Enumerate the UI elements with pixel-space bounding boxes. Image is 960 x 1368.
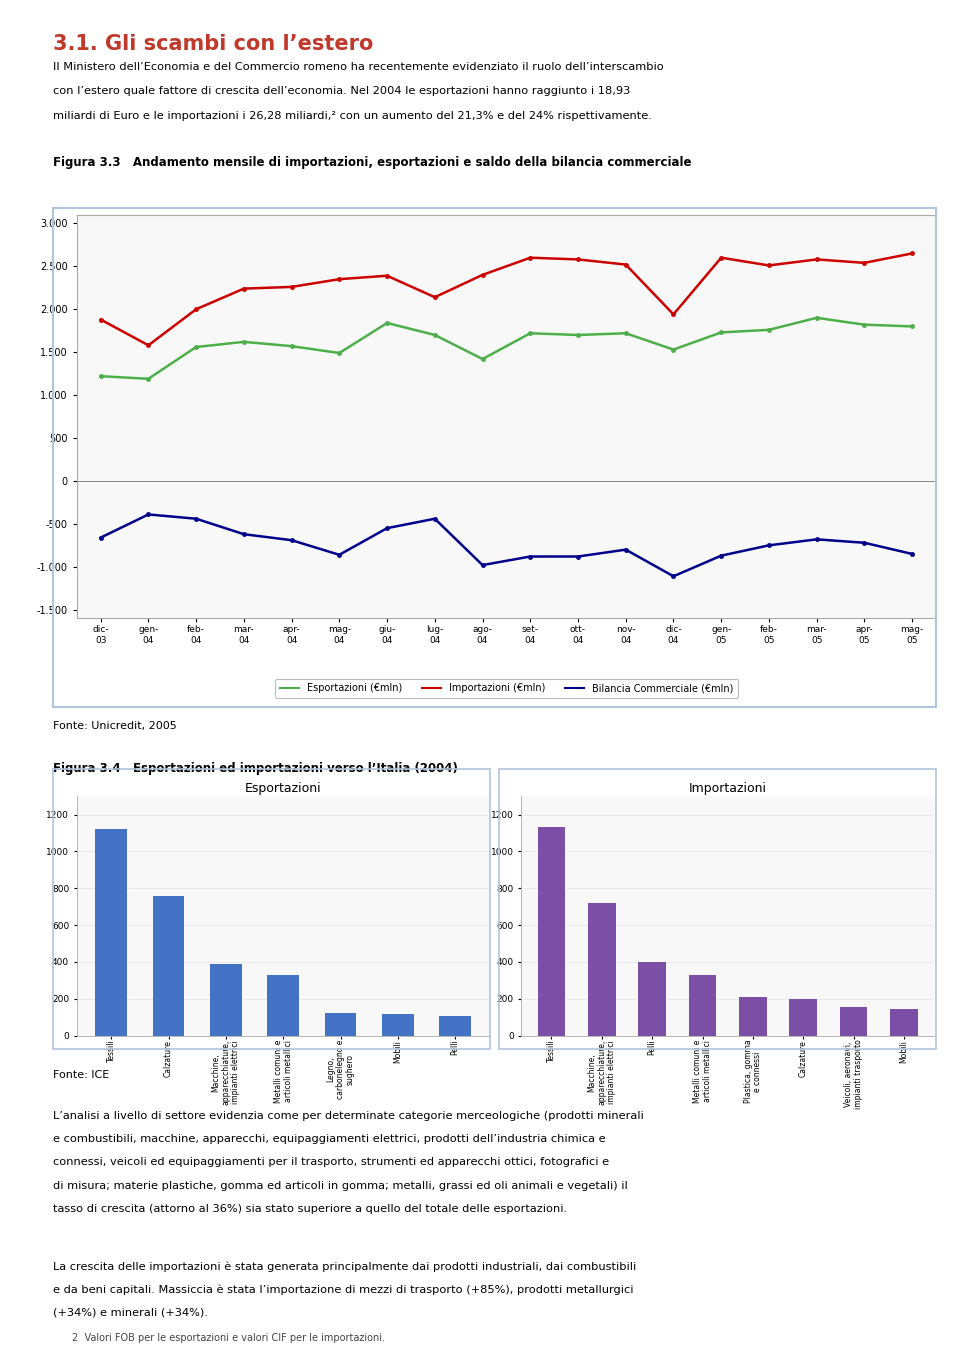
Text: Il Ministero dell’Economia e del Commercio romeno ha recentemente evidenziato il: Il Ministero dell’Economia e del Commerc… <box>53 62 663 71</box>
Bar <box>324 1014 356 1036</box>
Text: e combustibili, macchine, apparecchi, equipaggiamenti elettrici, prodotti dell’i: e combustibili, macchine, apparecchi, eq… <box>53 1134 606 1144</box>
Text: e da beni capitali. Massiccia è stata l’importazione di mezzi di trasporto (+85%: e da beni capitali. Massiccia è stata l’… <box>53 1285 634 1295</box>
Bar <box>588 903 615 1036</box>
Text: miliardi di Euro e le importazioni i 26,28 miliardi,² con un aumento del 21,3% e: miliardi di Euro e le importazioni i 26,… <box>53 111 652 120</box>
Bar <box>688 975 716 1036</box>
Bar <box>739 997 767 1036</box>
Text: 3.1. Gli scambi con l’estero: 3.1. Gli scambi con l’estero <box>53 34 373 55</box>
Bar <box>268 975 299 1036</box>
Text: Fonte: ICE: Fonte: ICE <box>53 1070 109 1079</box>
Text: (+34%) e minerali (+34%).: (+34%) e minerali (+34%). <box>53 1308 207 1317</box>
Bar <box>840 1007 868 1036</box>
Text: di misura; materie plastiche, gomma ed articoli in gomma; metalli, grassi ed oli: di misura; materie plastiche, gomma ed a… <box>53 1181 628 1190</box>
Text: con l’estero quale fattore di crescita dell’economia. Nel 2004 le esportazioni h: con l’estero quale fattore di crescita d… <box>53 86 630 96</box>
Bar <box>789 999 817 1036</box>
Bar <box>638 962 666 1036</box>
Bar <box>382 1015 414 1036</box>
Title: Importazioni: Importazioni <box>688 782 767 795</box>
Bar <box>95 829 127 1036</box>
Bar <box>538 828 565 1036</box>
Bar <box>210 963 242 1036</box>
Text: tasso di crescita (attorno al 36%) sia stato superiore a quello del totale delle: tasso di crescita (attorno al 36%) sia s… <box>53 1204 567 1213</box>
Title: Esportazioni: Esportazioni <box>245 782 322 795</box>
Text: Fonte: Unicredit, 2005: Fonte: Unicredit, 2005 <box>53 721 177 731</box>
Text: 04: 04 <box>14 1339 36 1353</box>
Bar <box>153 896 184 1036</box>
Bar <box>890 1008 918 1036</box>
Text: L’analisi a livello di settore evidenzia come per determinate categorie merceolo: L’analisi a livello di settore evidenzia… <box>53 1111 643 1120</box>
Text: 2  Valori FOB per le esportazioni e valori CIF per le importazioni.: 2 Valori FOB per le esportazioni e valor… <box>72 1334 385 1343</box>
Bar <box>440 1016 471 1036</box>
Text: La crescita delle importazioni è stata generata principalmente dai prodotti indu: La crescita delle importazioni è stata g… <box>53 1261 636 1272</box>
Text: Figura 3.3   Andamento mensile di importazioni, esportazioni e saldo della bilan: Figura 3.3 Andamento mensile di importaz… <box>53 156 691 170</box>
Legend: Esportazioni (€mln), Importazioni (€mln), Bilancia Commerciale (€mln): Esportazioni (€mln), Importazioni (€mln)… <box>275 679 738 698</box>
Text: Figura 3.4   Esportazioni ed importazioni verso l’Italia (2004): Figura 3.4 Esportazioni ed importazioni … <box>53 762 458 776</box>
Text: connessi, veicoli ed equipaggiamenti per il trasporto, strumenti ed apparecchi o: connessi, veicoli ed equipaggiamenti per… <box>53 1157 609 1167</box>
